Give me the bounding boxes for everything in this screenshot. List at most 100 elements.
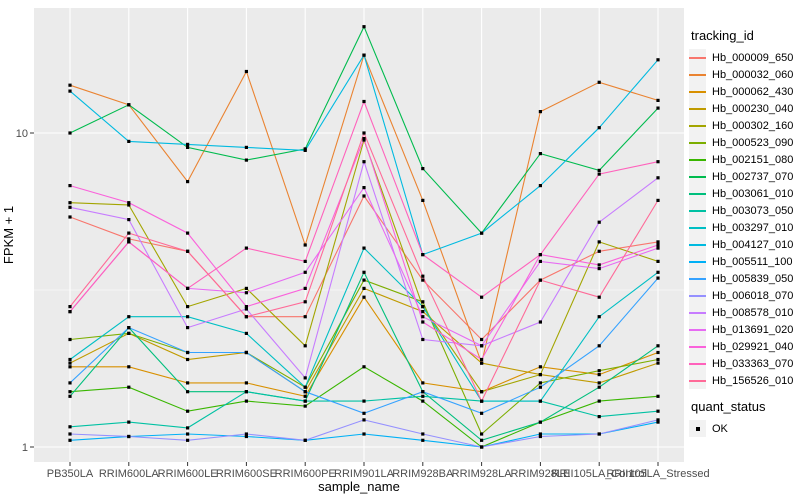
data-point-marker	[480, 438, 484, 442]
legend-color-line-icon	[689, 192, 706, 195]
data-point-marker	[597, 168, 601, 172]
data-point-marker	[597, 315, 601, 319]
legend-item: Hb_008578_010	[689, 304, 799, 321]
data-point-marker	[68, 215, 72, 219]
data-point-marker	[597, 432, 601, 436]
data-point-marker	[186, 326, 190, 330]
data-point-marker	[362, 365, 366, 369]
legend-color-line-icon	[689, 124, 706, 127]
data-point-marker	[244, 158, 248, 162]
legend-item: Hb_003297_010	[689, 219, 799, 236]
data-point-marker	[127, 385, 131, 389]
data-point-marker	[186, 381, 190, 385]
data-point-marker	[421, 278, 425, 282]
data-point-marker	[127, 203, 131, 207]
data-point-marker	[480, 399, 484, 403]
legend-item-label: Hb_006018_070	[712, 289, 794, 302]
data-point-marker	[362, 246, 366, 250]
data-point-marker	[244, 305, 248, 309]
data-point-marker	[244, 381, 248, 385]
data-point-marker	[303, 300, 307, 304]
legend-item: Hb_005839_050	[689, 270, 799, 287]
data-point-marker	[538, 152, 542, 156]
data-point-marker	[597, 126, 601, 130]
legend-key	[689, 253, 706, 270]
data-point-marker	[68, 337, 72, 342]
legend-color-line-icon	[689, 243, 706, 246]
data-point-marker	[421, 310, 425, 314]
data-point-marker	[421, 320, 425, 324]
data-point-marker	[656, 418, 660, 422]
data-point-marker	[421, 337, 425, 342]
data-point-marker	[597, 240, 601, 244]
data-point-marker	[480, 337, 484, 342]
data-point-marker	[244, 315, 248, 319]
legend-color-line-icon	[689, 73, 706, 76]
data-point-marker	[656, 98, 660, 102]
data-point-marker	[597, 415, 601, 419]
data-point-marker	[597, 385, 601, 389]
data-point-marker	[68, 201, 72, 205]
legend-item-label: Hb_003297_010	[712, 221, 794, 234]
data-point-marker	[656, 160, 660, 164]
legend: tracking_id Hb_000009_650 Hb_000032_060 Hb…	[689, 28, 799, 437]
legend-key	[689, 100, 706, 117]
x-tick-label: RRIM928LE	[510, 468, 570, 480]
data-point-marker	[244, 390, 248, 394]
legend-title-tracking-id: tracking_id	[691, 28, 754, 43]
data-point-marker	[656, 361, 660, 365]
data-point-marker	[656, 176, 660, 180]
legend-item: Hb_000009_650	[689, 49, 799, 66]
x-tick-label: RRIM600SE	[216, 468, 277, 480]
data-point-marker	[597, 381, 601, 385]
data-point-marker	[68, 432, 72, 436]
data-point-marker	[421, 394, 425, 398]
data-point-marker	[303, 394, 307, 398]
data-point-marker	[244, 69, 248, 74]
data-point-marker	[68, 361, 72, 365]
legend-key	[689, 168, 706, 185]
data-point-marker	[597, 344, 601, 348]
legend-key	[689, 151, 706, 168]
legend-item-label: Hb_000062_430	[712, 85, 794, 98]
data-point-marker	[362, 295, 366, 299]
data-point-marker	[597, 369, 601, 373]
legend-color-line-icon	[689, 141, 706, 144]
legend-key	[689, 202, 706, 219]
y-axis-title: FPKM + 1	[1, 206, 16, 264]
legend-item-label: Hb_029921_040	[712, 340, 794, 353]
data-point-marker	[127, 420, 131, 424]
data-point-marker	[597, 267, 601, 271]
data-point-marker	[421, 432, 425, 436]
data-point-marker	[421, 274, 425, 278]
data-point-marker	[127, 139, 131, 143]
data-point-marker	[421, 390, 425, 394]
legend-color-line-icon	[689, 294, 706, 297]
data-point-marker	[362, 432, 366, 436]
panel-background	[34, 8, 684, 462]
legend-item-label: Hb_000032_060	[712, 68, 794, 81]
data-point-marker	[303, 376, 307, 380]
legend-color-line-icon	[689, 158, 706, 161]
legend-item-label: Hb_000230_040	[712, 102, 794, 115]
data-point-marker	[303, 286, 307, 290]
legend-item-label: Hb_002737_070	[712, 170, 794, 183]
chart-panel: PB350LA RRIM600LARRIM600LERRIM600SERRIM60…	[16, 8, 710, 480]
legend-item-label: Hb_033363_070	[712, 357, 794, 370]
data-point-marker	[68, 131, 72, 135]
data-point-marker	[597, 373, 601, 377]
data-point-marker	[303, 399, 307, 403]
data-point-marker	[68, 305, 72, 309]
data-point-marker	[480, 295, 484, 299]
legend-key	[689, 83, 706, 100]
legend-item-label: Hb_000523_090	[712, 136, 794, 149]
x-tick-label: RRII105LA_Stressed	[606, 468, 709, 480]
data-point-marker	[538, 278, 542, 282]
data-point-marker	[656, 409, 660, 413]
data-point-marker	[597, 80, 601, 84]
legend-item: Hb_033363_070	[689, 355, 799, 372]
legend-items: Hb_000009_650 Hb_000032_060 Hb_000062_430 H…	[689, 49, 799, 389]
legend-color-line-icon	[689, 311, 706, 314]
